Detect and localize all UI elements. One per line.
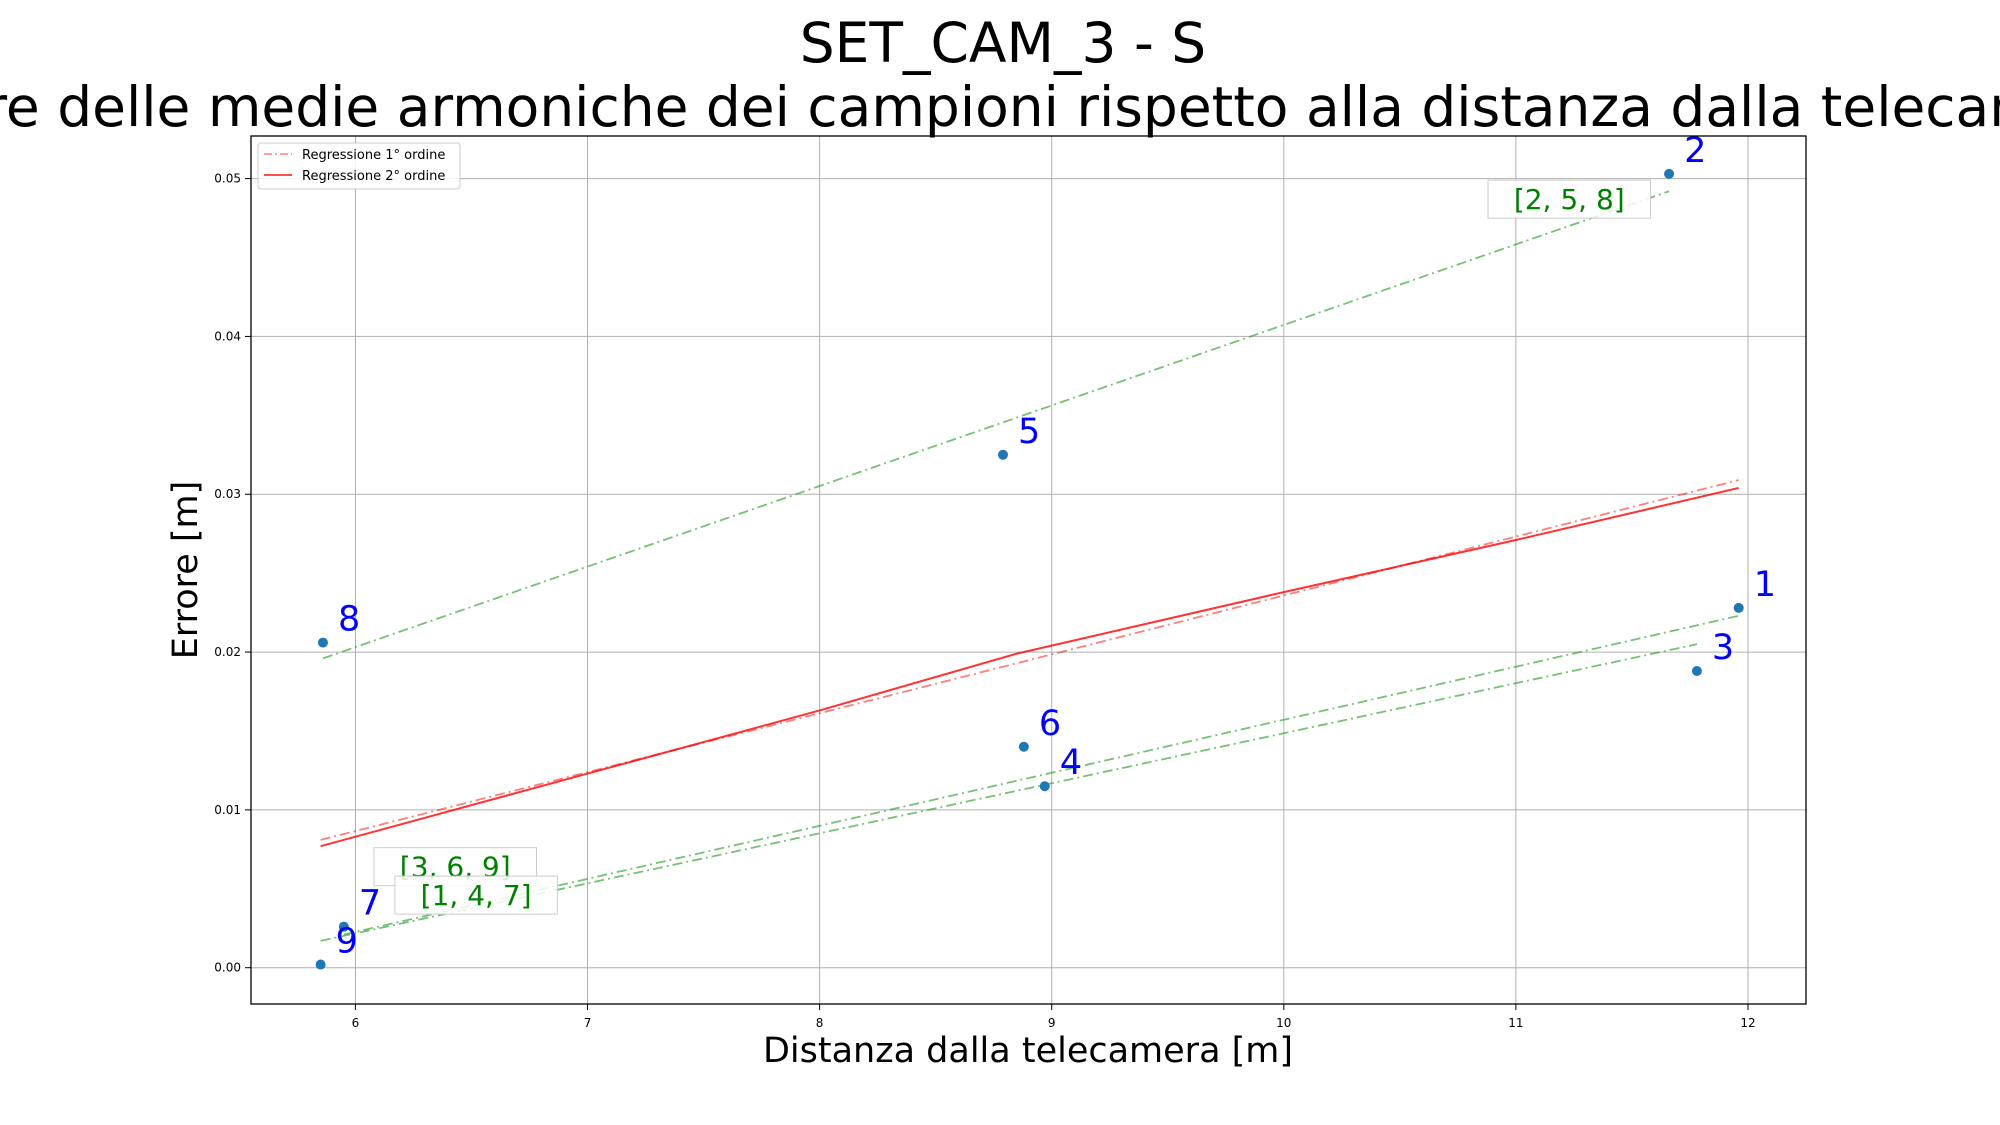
point-label: 5 [1018, 412, 1040, 452]
y-axis-label: Errore [m] [166, 481, 206, 660]
data-point [338, 921, 349, 932]
point-label: 1 [1754, 565, 1776, 605]
grid-lines [251, 136, 1806, 1004]
legend-label-regression-1: Regressione 1° ordine [302, 148, 445, 163]
legend: Regressione 1° ordine Regressione 2° ord… [257, 142, 461, 190]
chart-title: SET_CAM_3 - S [800, 11, 1206, 75]
data-point [315, 959, 326, 970]
group-label-box [1487, 179, 1652, 219]
y-tick-label: 0.01 [214, 803, 241, 817]
data-point [997, 449, 1008, 460]
data-point [1691, 666, 1702, 677]
chart-subtitle: Errore delle medie armoniche dei campion… [0, 75, 2000, 139]
legend-box [257, 142, 461, 190]
x-axis-label: Distanza dalla telecamera [m] [763, 1031, 1293, 1071]
point-label: 6 [1039, 704, 1061, 744]
y-tick-label: 0.03 [214, 487, 241, 501]
x-tick-label: 8 [816, 1016, 824, 1030]
group-line [322, 190, 1670, 660]
data-point [1018, 741, 1029, 752]
data-point [1039, 781, 1050, 792]
point-label: 3 [1712, 628, 1734, 668]
group-label-box [394, 875, 558, 915]
point-label: 9 [336, 922, 358, 962]
x-tick-label: 9 [1048, 1016, 1056, 1030]
point-label: 8 [338, 600, 360, 640]
x-tick-label: 6 [352, 1016, 360, 1030]
y-tick-label: 0.00 [214, 961, 241, 975]
regression-line [320, 479, 1739, 841]
data-point [317, 637, 328, 648]
data-point [1664, 168, 1675, 179]
y-tick-label: 0.05 [214, 172, 241, 186]
point-label: 7 [359, 884, 381, 924]
y-tick-label: 0.04 [214, 329, 241, 343]
axis-ticks: 6 7 8 9 10 11 12 0.00 0.01 0.02 0.03 0.04 0.05 [214, 172, 1755, 1030]
regression-line [320, 486, 1739, 848]
x-tick-label: 11 [1508, 1016, 1523, 1030]
data-point [1733, 602, 1744, 613]
group-label: [1, 4, 7] [421, 879, 532, 912]
x-tick-label: 10 [1276, 1016, 1291, 1030]
regression-series [320, 479, 1739, 848]
x-tick-label: 12 [1740, 1016, 1755, 1030]
group-label: [2, 5, 8] [1514, 183, 1625, 216]
group-line [343, 614, 1739, 936]
x-tick-label: 7 [584, 1016, 592, 1030]
point-label: 2 [1684, 131, 1706, 171]
plot-frame [250, 135, 1807, 1005]
data-points [315, 168, 1744, 970]
point-label: 4 [1060, 743, 1082, 783]
y-tick-label: 0.02 [214, 645, 241, 659]
legend-label-regression-2: Regressione 2° ordine [302, 169, 445, 184]
